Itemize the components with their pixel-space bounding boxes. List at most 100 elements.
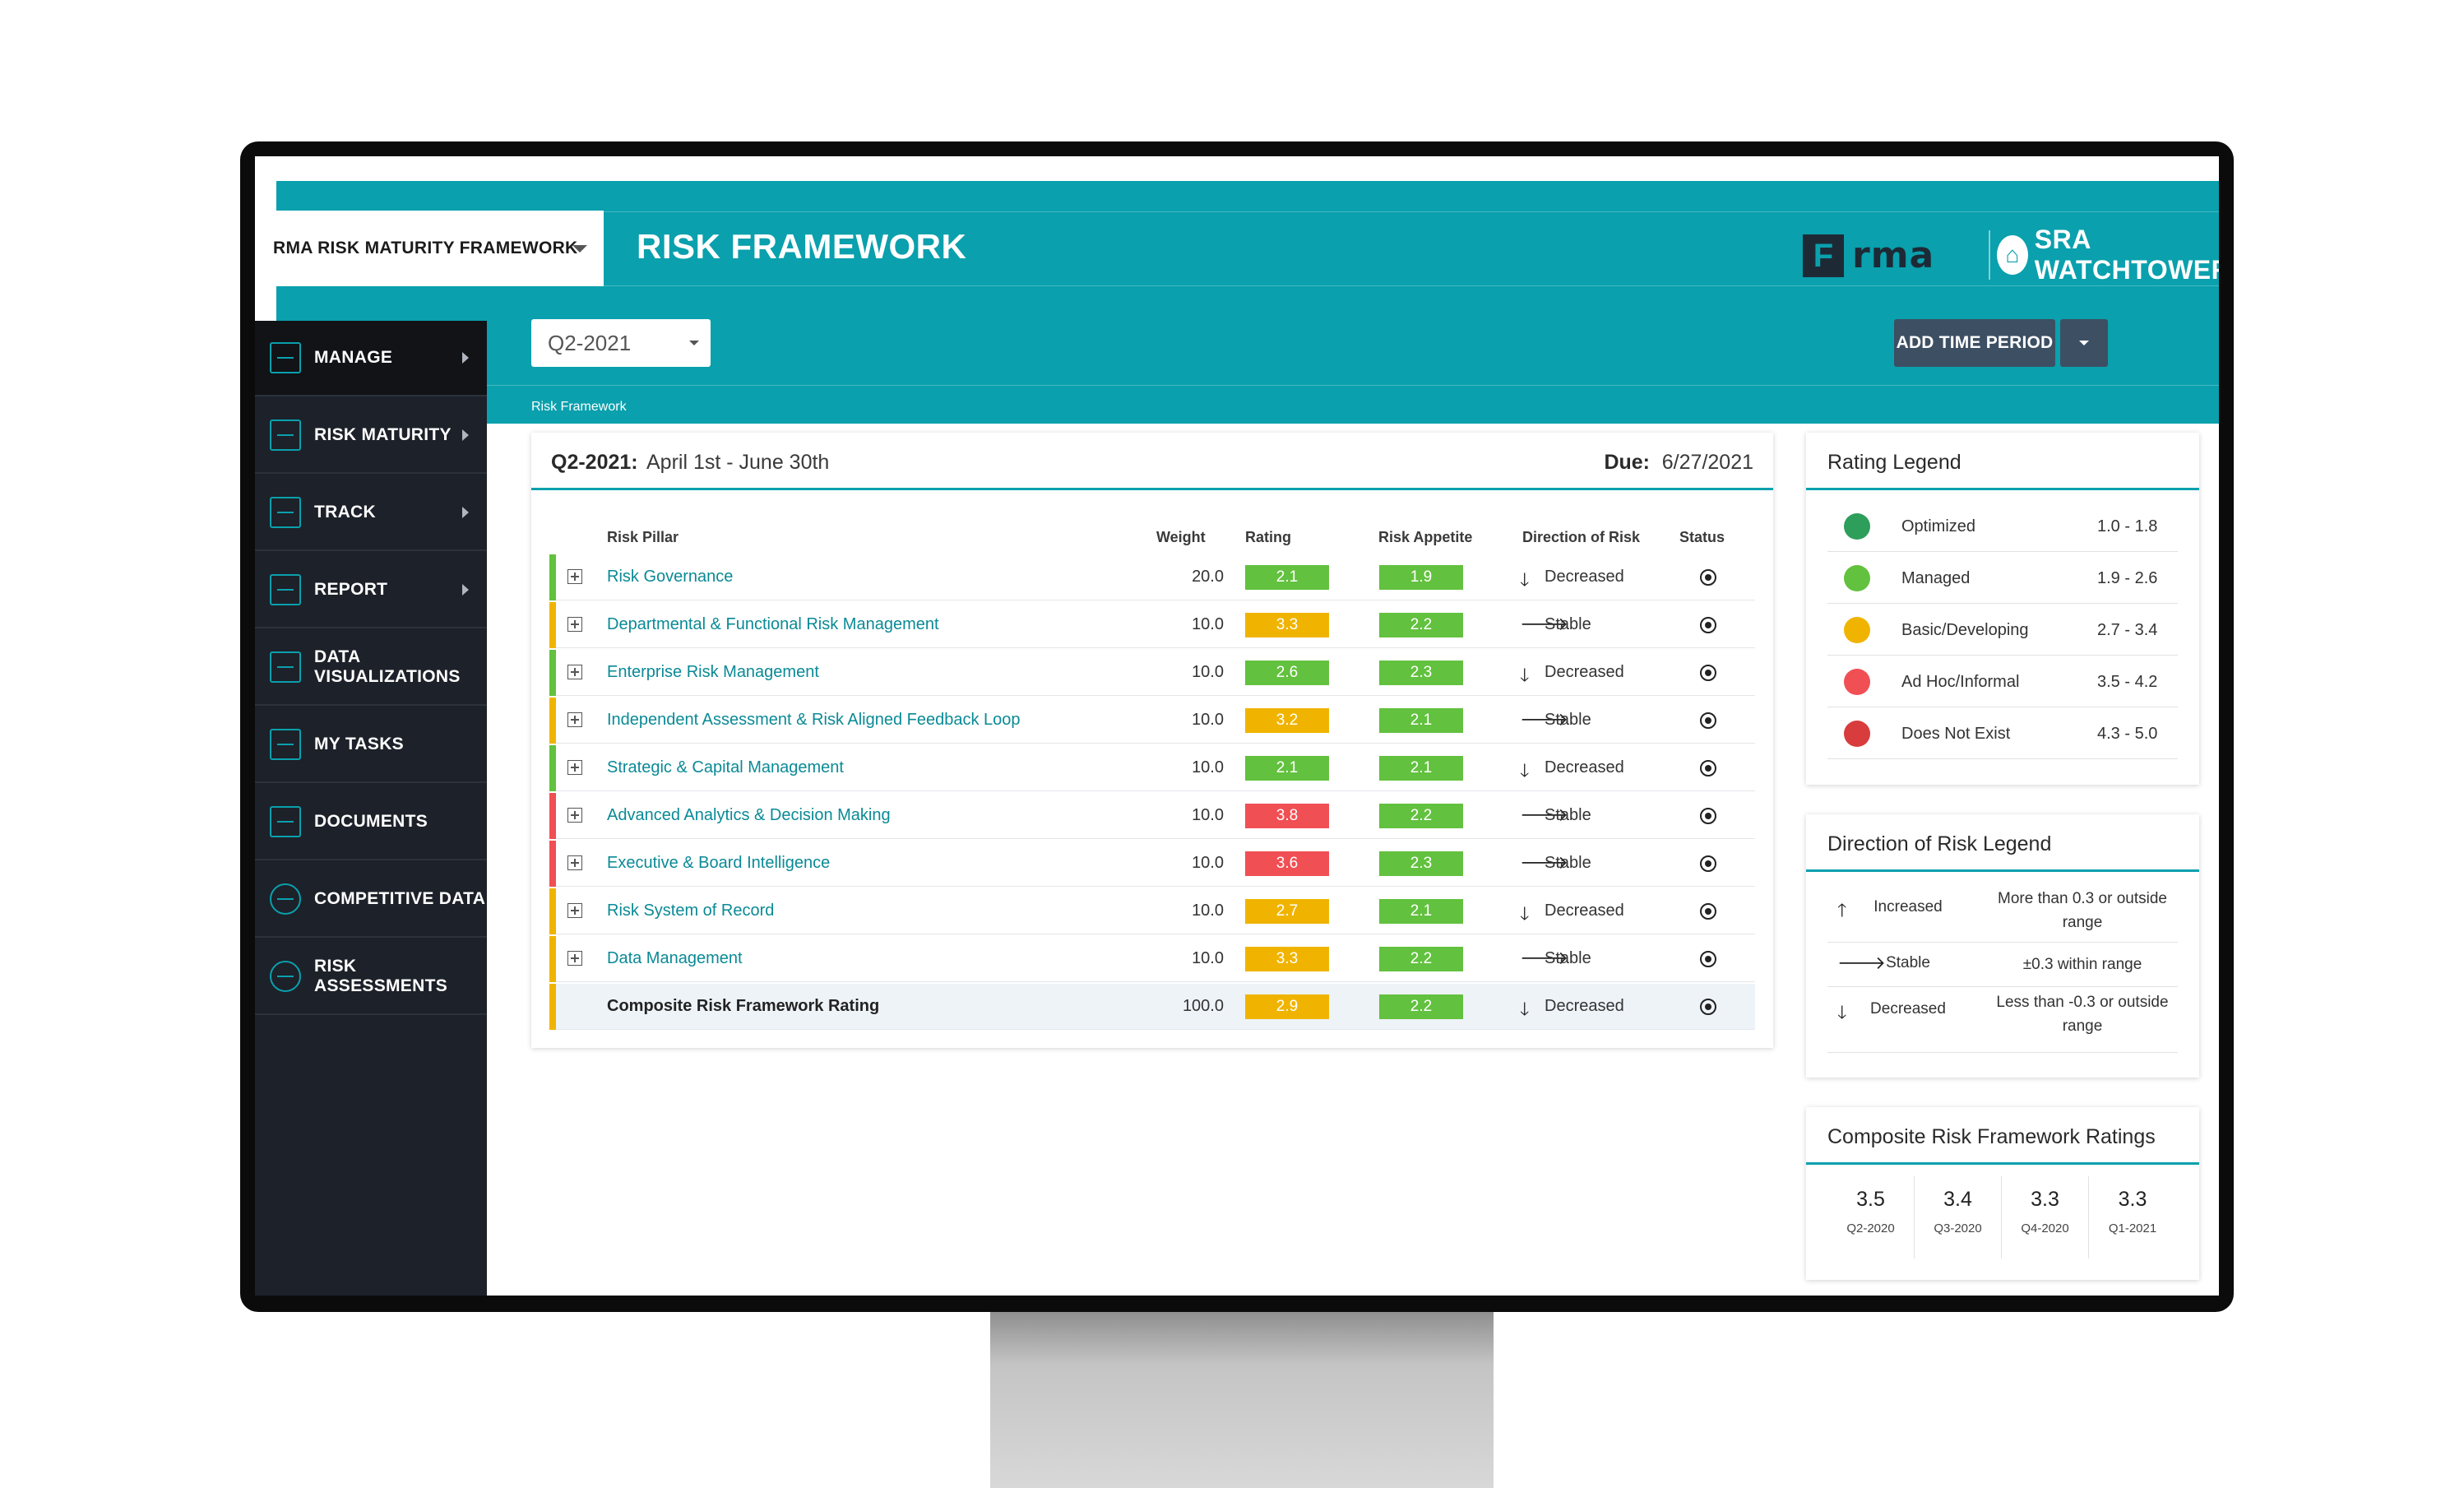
- risk-pillar-name[interactable]: Strategic & Capital Management: [607, 758, 844, 776]
- risk-pillar-name[interactable]: Risk Governance: [607, 568, 734, 586]
- column-header-direction: Direction of Risk: [1522, 529, 1641, 545]
- sidebar-item-my-tasks[interactable]: MY TASKS: [255, 707, 487, 783]
- expand-icon[interactable]: [567, 903, 582, 918]
- expand-icon[interactable]: [567, 712, 582, 727]
- risk-appetite-badge: 2.1: [1379, 708, 1463, 733]
- status-target-icon[interactable]: [1700, 855, 1716, 872]
- framework-select-label: RMA RISK MATURITY FRAMEWORK: [273, 239, 578, 257]
- legend-name: Basic/Developing: [1901, 621, 2029, 639]
- sidebar-item-documents[interactable]: DOCUMENTS: [255, 785, 487, 860]
- chevron-right-icon: [462, 352, 469, 364]
- weight-value: 10.0: [1192, 949, 1224, 967]
- period-select-value: Q2-2021: [548, 330, 632, 355]
- status-target-icon[interactable]: [1700, 903, 1716, 920]
- risk-appetite-badge: 2.2: [1379, 804, 1463, 828]
- weight-value: 10.0: [1192, 806, 1224, 824]
- status-target-icon[interactable]: [1700, 665, 1716, 681]
- rating-legend-row: Ad Hoc/Informal 3.5 - 4.2: [1827, 656, 2178, 707]
- rating-color-bar: [549, 602, 556, 648]
- due-label: Due:: [1604, 451, 1650, 474]
- status-target-icon[interactable]: [1700, 569, 1716, 586]
- direction-of-risk: Stable: [1545, 806, 1591, 824]
- sidebar-item-label: RISK ASSESSMENTS: [314, 957, 447, 995]
- sidebar-item-data-visualizations[interactable]: DATA VISUALIZATIONS: [255, 630, 487, 706]
- expand-icon[interactable]: [567, 951, 582, 966]
- status-target-icon[interactable]: [1700, 617, 1716, 633]
- risk-pillar-name[interactable]: Advanced Analytics & Decision Making: [607, 806, 891, 824]
- rating-color-bar: [549, 745, 556, 791]
- arrow-down-icon: 🡓: [1520, 570, 1530, 591]
- breadcrumb[interactable]: Risk Framework: [531, 400, 627, 414]
- status-target-icon[interactable]: [1700, 999, 1716, 1015]
- rating-badge: 3.6: [1245, 851, 1329, 876]
- risk-pillar-name[interactable]: Executive & Board Intelligence: [607, 854, 831, 872]
- direction-label: Stable: [1886, 954, 1930, 971]
- header-divider: [487, 385, 2219, 386]
- expand-icon[interactable]: [567, 569, 582, 584]
- risk-appetite-badge: 1.9: [1379, 565, 1463, 590]
- add-time-period-dropdown-button[interactable]: [2060, 319, 2108, 367]
- risk-pillar-name[interactable]: Data Management: [607, 949, 743, 967]
- arrow-down-icon: 🡓: [1520, 999, 1530, 1020]
- arrow-right-icon: 🡒: [1520, 948, 1568, 969]
- sidebar-item-manage[interactable]: MANAGE: [255, 321, 487, 396]
- weight-value: 10.0: [1192, 854, 1224, 872]
- direction-legend-row-stable: 🡒 Stable ±0.3 within range: [1827, 943, 2178, 987]
- legend-dot-icon: [1844, 565, 1870, 591]
- sidebar-item-risk-maturity[interactable]: RISK MATURITY: [255, 398, 487, 474]
- risk-pillar-name: Composite Risk Framework Rating: [607, 997, 880, 1015]
- composite-rating-value: 3.3: [2118, 1188, 2147, 1211]
- risk-pillar-name[interactable]: Risk System of Record: [607, 902, 775, 920]
- direction-legend-header: Direction of Risk Legend: [1806, 814, 2199, 872]
- composite-rating-quarter: Q2-2020: [1846, 1221, 1895, 1235]
- arrow-right-icon: 🡒: [1520, 805, 1568, 826]
- rating-badge: 2.9: [1245, 994, 1329, 1019]
- sidebar-item-label: DOCUMENTS: [314, 812, 428, 831]
- risk-pillar-name[interactable]: Independent Assessment & Risk Aligned Fe…: [607, 711, 1021, 729]
- card-dates: April 1st - June 30th: [646, 451, 830, 474]
- status-target-icon[interactable]: [1700, 712, 1716, 729]
- status-target-icon[interactable]: [1700, 808, 1716, 824]
- add-time-period-button[interactable]: ADD TIME PERIOD: [1894, 319, 2055, 367]
- card-period: Q2-2021:: [551, 451, 638, 474]
- arrow-right-icon: 🡒: [1520, 710, 1568, 730]
- legend-name: Ad Hoc/Informal: [1901, 673, 2020, 691]
- legend-dot-icon: [1844, 513, 1870, 540]
- sidebar-item-track[interactable]: TRACK: [255, 475, 487, 551]
- sidebar-item-report[interactable]: REPORT: [255, 553, 487, 628]
- expand-icon[interactable]: [567, 617, 582, 632]
- composite-rating-item: 3.3 Q1-2021: [2089, 1176, 2176, 1259]
- chevron-right-icon: [462, 507, 469, 518]
- sidebar-item-competitive-data[interactable]: COMPETITIVE DATA: [255, 862, 487, 938]
- direction-description: More than 0.3 or outside range: [1998, 890, 2167, 931]
- risk-pillar-name[interactable]: Departmental & Functional Risk Managemen…: [607, 615, 939, 633]
- expand-icon[interactable]: [567, 855, 582, 870]
- rating-badge: 3.3: [1245, 947, 1329, 971]
- risk-appetite-badge: 2.2: [1379, 947, 1463, 971]
- expand-icon[interactable]: [567, 760, 582, 775]
- risk-appetite-badge: 2.3: [1379, 661, 1463, 685]
- chart-icon: [270, 420, 301, 451]
- legend-dot-icon: [1844, 617, 1870, 643]
- rating-badge: 3.8: [1245, 804, 1329, 828]
- framework-select[interactable]: RMA RISK MATURITY FRAMEWORK: [255, 211, 604, 286]
- direction-label: Decreased: [1870, 1000, 1946, 1017]
- weight-value: 100.0: [1182, 997, 1224, 1015]
- sra-watchtower-logo: ⌂ SRA WATCHTOWER: [1997, 225, 2219, 285]
- competitive-icon: [270, 883, 301, 915]
- composite-rating-item: 3.5 Q2-2020: [1827, 1176, 1915, 1259]
- risk-pillar-name[interactable]: Enterprise Risk Management: [607, 663, 819, 681]
- period-select[interactable]: Q2-2021: [531, 319, 711, 367]
- status-target-icon[interactable]: [1700, 951, 1716, 967]
- status-target-icon[interactable]: [1700, 760, 1716, 776]
- expand-icon[interactable]: [567, 808, 582, 823]
- sidebar-item-label: RISK MATURITY: [314, 425, 452, 444]
- direction-of-risk: Stable: [1545, 949, 1591, 967]
- risk-framework-card: Q2-2021: April 1st - June 30th 6/27/2021…: [531, 433, 1773, 1048]
- expand-icon[interactable]: [567, 665, 582, 679]
- sidebar-item-risk-assessments[interactable]: RISK ASSESSMENTS: [255, 939, 487, 1015]
- card-header: Q2-2021: April 1st - June 30th 6/27/2021…: [531, 433, 1773, 490]
- table-row: Risk System of Record 10.0 2.7 2.1 🡓 Decrease…: [549, 888, 1755, 934]
- sidebar-item-label: REPORT: [314, 580, 388, 599]
- visualization-icon: [270, 651, 301, 683]
